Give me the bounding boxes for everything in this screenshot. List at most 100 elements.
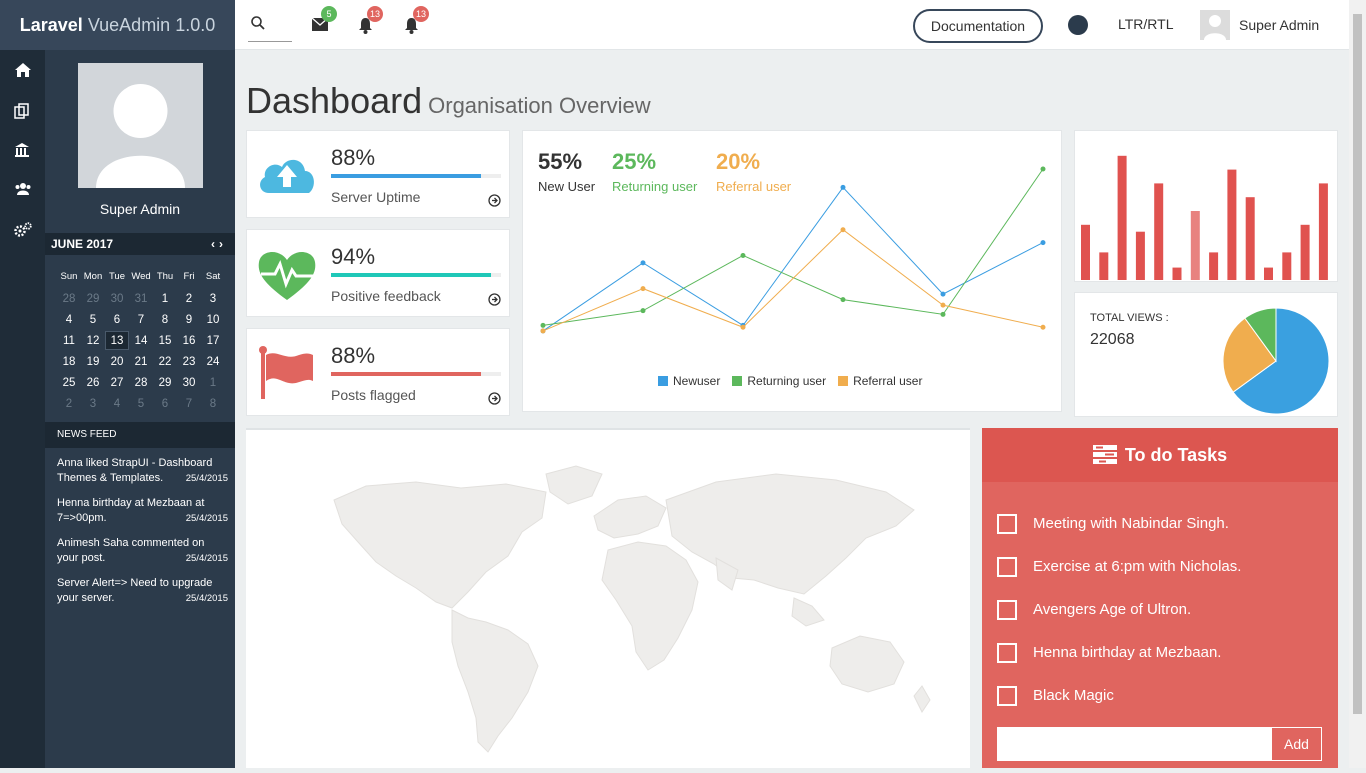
data-point[interactable] (840, 227, 846, 233)
pie-slice[interactable] (1232, 307, 1330, 415)
data-point[interactable] (840, 184, 846, 190)
chevron-right-icon[interactable]: › (219, 237, 227, 251)
calendar-day[interactable]: 3 (209, 292, 217, 305)
arrow-circle-right-icon[interactable] (488, 293, 501, 306)
bar[interactable] (1282, 252, 1292, 280)
messages-button[interactable]: 5 (311, 6, 337, 34)
data-point[interactable] (940, 311, 946, 317)
calendar-day[interactable]: 12 (86, 334, 100, 347)
calendar-day[interactable]: 28 (134, 376, 148, 389)
nav-pages[interactable] (14, 103, 32, 121)
theme-toggle[interactable] (1068, 15, 1088, 35)
calendar-day[interactable]: 19 (86, 355, 100, 368)
calendar-day[interactable]: 16 (182, 334, 196, 347)
brand-logo[interactable]: Laravel VueAdmin 1.0.0 (0, 0, 235, 50)
calendar-day[interactable]: 6 (161, 397, 169, 410)
calendar-day[interactable]: 11 (63, 334, 75, 347)
calendar-day[interactable]: 22 (158, 355, 172, 368)
calendar-day[interactable]: 7 (185, 397, 193, 410)
user-menu[interactable]: Super Admin (1200, 10, 1319, 40)
news-item[interactable]: Henna birthday at Mezbaan at 7=>00pm. 25/… (57, 496, 228, 536)
page-scrollbar[interactable] (1349, 0, 1366, 768)
chevron-left-icon[interactable]: ‹ (211, 237, 219, 251)
data-point[interactable] (540, 328, 546, 334)
arrow-circle-right-icon[interactable] (488, 392, 501, 405)
bar[interactable] (1154, 183, 1164, 280)
news-item[interactable]: Animesh Saha commented on your post. 25/4… (57, 536, 228, 576)
bar[interactable] (1300, 224, 1310, 280)
calendar-day[interactable]: 23 (182, 355, 196, 368)
direction-toggle[interactable]: LTR/RTL (1118, 16, 1174, 32)
bar[interactable] (1209, 252, 1219, 280)
calendar-day[interactable]: 21 (134, 355, 148, 368)
todo-checkbox[interactable] (997, 599, 1017, 620)
data-point[interactable] (1040, 324, 1046, 330)
bar[interactable] (1264, 267, 1273, 280)
calendar-day[interactable]: 2 (65, 397, 73, 410)
notifications-button[interactable]: 13 (358, 6, 384, 34)
calendar-day[interactable]: 10 (206, 313, 220, 326)
calendar-day[interactable]: 9 (185, 313, 193, 326)
arrow-circle-right-icon[interactable] (488, 194, 501, 207)
data-point[interactable] (640, 260, 646, 266)
calendar-day[interactable]: 8 (209, 397, 217, 410)
data-point[interactable] (740, 324, 746, 330)
bar[interactable] (1190, 211, 1200, 280)
legend-item[interactable]: Newuser (658, 374, 720, 388)
calendar-day[interactable]: 29 (86, 292, 100, 305)
todo-input[interactable] (997, 727, 1271, 761)
profile-picture[interactable] (78, 63, 203, 188)
calendar-day[interactable]: 1 (209, 376, 217, 389)
documentation-button[interactable]: Documentation (913, 9, 1043, 43)
legend-item[interactable]: Referral user (838, 374, 922, 388)
calendar-day[interactable]: 8 (161, 313, 169, 326)
calendar-day[interactable]: 4 (113, 397, 121, 410)
search-field[interactable] (248, 8, 292, 42)
data-point[interactable] (540, 322, 546, 328)
data-point[interactable] (840, 297, 846, 303)
calendar-day[interactable]: 31 (134, 292, 148, 305)
calendar-day[interactable]: 18 (62, 355, 76, 368)
calendar-day[interactable]: 20 (110, 355, 124, 368)
calendar-day[interactable]: 5 (137, 397, 145, 410)
news-item[interactable]: Server Alert=> Need to upgrade your serv… (57, 576, 228, 616)
calendar-day[interactable]: 5 (89, 313, 97, 326)
scrollbar-thumb[interactable] (1353, 14, 1362, 714)
data-point[interactable] (940, 302, 946, 308)
bar[interactable] (1117, 155, 1127, 280)
data-point[interactable] (940, 291, 946, 297)
calendar-day[interactable]: 14 (134, 334, 148, 347)
bar[interactable] (1227, 169, 1237, 280)
nav-home[interactable] (14, 62, 32, 80)
calendar-day[interactable]: 2 (185, 292, 193, 305)
nav-users[interactable] (14, 182, 32, 200)
data-point[interactable] (640, 308, 646, 314)
calendar-day[interactable]: 28 (62, 292, 76, 305)
legend-item[interactable]: Returning user (732, 374, 826, 388)
calendar-day[interactable]: 1 (161, 292, 169, 305)
bar[interactable] (1099, 252, 1109, 280)
data-point[interactable] (1040, 240, 1046, 246)
calendar-day[interactable]: 29 (158, 376, 172, 389)
pie-slice[interactable] (1244, 307, 1277, 363)
bar[interactable] (1318, 183, 1328, 280)
calendar-day[interactable]: 27 (110, 376, 124, 389)
bar[interactable] (1135, 231, 1145, 280)
news-item[interactable]: Anna liked StrapUI - Dashboard Themes & … (57, 456, 228, 496)
nav-settings[interactable] (14, 222, 32, 240)
calendar-day[interactable]: 30 (182, 376, 196, 389)
pie-slice[interactable] (1222, 317, 1277, 393)
bar[interactable] (1245, 197, 1255, 280)
todo-checkbox[interactable] (997, 513, 1017, 534)
data-point[interactable] (740, 252, 746, 258)
bar[interactable] (1172, 267, 1182, 280)
calendar-day-today[interactable]: 13 (105, 331, 129, 350)
todo-checkbox[interactable] (997, 556, 1017, 577)
alerts-button[interactable]: 13 (404, 6, 430, 34)
todo-checkbox[interactable] (997, 685, 1017, 706)
calendar-day[interactable]: 6 (113, 313, 121, 326)
data-point[interactable] (640, 286, 646, 292)
calendar-day[interactable]: 30 (110, 292, 124, 305)
nav-institutions[interactable] (14, 142, 32, 160)
data-point[interactable] (1040, 166, 1046, 172)
